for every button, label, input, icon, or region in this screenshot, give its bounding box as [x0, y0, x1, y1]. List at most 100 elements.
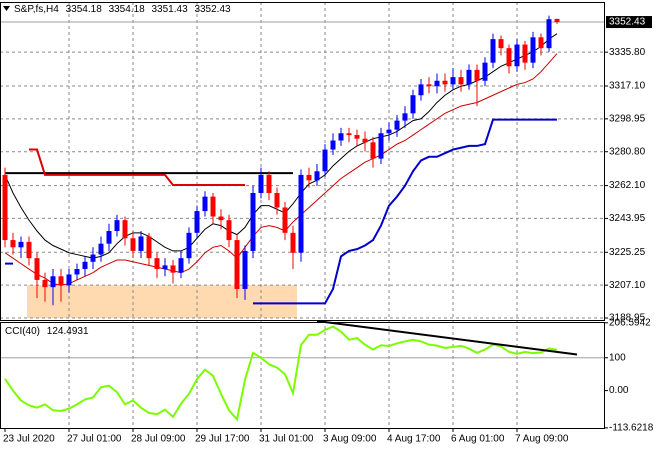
candle-body	[402, 113, 408, 121]
candle-body	[394, 120, 400, 130]
candle-body	[410, 95, 416, 114]
x-tick-label: 6 Aug 01:00	[451, 434, 505, 445]
candle-body	[338, 133, 344, 141]
candle-body	[330, 140, 336, 150]
candle-body	[474, 69, 480, 81]
y-tick-label: 3243.95	[609, 213, 646, 224]
x-tick-label: 29 Jul 17:00	[195, 434, 250, 445]
candle-body	[346, 133, 352, 136]
candle-body	[282, 207, 288, 233]
candle-body	[354, 135, 360, 139]
y-tick-label: 3317.10	[609, 81, 646, 92]
candle-body	[434, 80, 440, 87]
cci-header: CCI(40) 124.4931	[5, 326, 89, 337]
marks-layer	[2, 15, 578, 422]
candle-body	[266, 174, 272, 193]
header-low: 3351.43	[152, 4, 189, 15]
candle-body	[42, 279, 48, 288]
indicator-line	[29, 148, 245, 187]
candle-body	[186, 232, 192, 259]
candle-body	[298, 174, 304, 253]
candle-body	[122, 220, 128, 239]
cci-current: 124.4931	[47, 326, 89, 337]
y-tick-label: 3225.25	[609, 247, 646, 258]
header-close: 3352.43	[194, 4, 231, 15]
candle-body	[146, 236, 152, 259]
cci-panel-border	[0, 322, 605, 429]
x-tick-label: 23 Jul 2020	[3, 434, 55, 445]
candle-body	[50, 276, 56, 288]
candle-body	[74, 269, 80, 275]
candle-body	[162, 265, 168, 270]
candle-body	[202, 196, 208, 212]
candle-body	[314, 171, 320, 181]
candle-body	[242, 250, 248, 289]
candle-body	[442, 80, 448, 85]
x-tick-label: 27 Jul 01:00	[67, 434, 122, 445]
candle-body	[138, 236, 144, 251]
price-zone	[27, 285, 297, 319]
symbol-header: S&P,fs,H4 3354.18 3354.18 3351.43 3352.4…	[14, 4, 231, 15]
candle-body	[106, 231, 112, 244]
candle-body	[370, 142, 376, 159]
candle-body	[490, 39, 496, 63]
candle-body	[458, 77, 464, 85]
x-tick-label: 28 Jul 09:00	[131, 434, 186, 445]
zone-layer	[27, 285, 297, 319]
candle-body	[194, 211, 200, 233]
candle-body	[90, 254, 96, 262]
candle-body	[498, 39, 504, 49]
y-tick-label: 3262.10	[609, 180, 646, 191]
y-tick-label: 3207.10	[609, 280, 646, 291]
header-high: 3354.18	[109, 4, 146, 15]
y-tick-label: -113.6218	[609, 423, 654, 434]
trendline	[316, 320, 578, 356]
candle-body	[546, 19, 552, 49]
candle-body	[538, 37, 544, 49]
candle-body	[82, 261, 88, 270]
candle-body	[58, 276, 64, 286]
main-panel-border	[0, 2, 605, 321]
y-tick-label: 3280.80	[609, 146, 646, 157]
candle-body	[18, 241, 24, 248]
current-price-box	[606, 16, 652, 29]
y-tick-label: 100	[609, 352, 626, 363]
menu-triangle[interactable]	[3, 6, 10, 11]
candle-body	[482, 62, 488, 81]
cci-line	[4, 325, 558, 422]
candle-body	[130, 238, 136, 251]
candle-body	[306, 174, 312, 181]
indicator-line	[4, 33, 558, 259]
y-tick-label: 3335.80	[609, 47, 646, 58]
candle-body	[426, 84, 432, 87]
candle-body	[178, 258, 184, 273]
candle-body	[226, 220, 232, 241]
y-tick-label: 3188.95	[609, 313, 646, 324]
candle-body	[418, 84, 424, 96]
candle-body	[234, 240, 240, 289]
candle-body	[466, 69, 472, 85]
y-tick-label: 206.5942	[609, 317, 651, 328]
candle-body	[522, 44, 528, 63]
x-tick-label: 31 Jul 01:00	[259, 434, 314, 445]
x-tick-label: 7 Aug 09:00	[515, 434, 569, 445]
candle-body	[218, 216, 224, 221]
candle-body	[554, 18, 560, 23]
candle-body	[258, 174, 264, 193]
candle-body	[506, 48, 512, 67]
y-tick-label: 0.00	[609, 385, 629, 396]
candle-body	[66, 274, 72, 286]
candle-body	[210, 196, 216, 217]
candle-body	[34, 258, 40, 280]
candle-body	[250, 192, 256, 251]
candle-body	[530, 37, 536, 63]
candle-body	[274, 192, 280, 208]
candle-body	[154, 258, 160, 270]
candle-body	[450, 77, 456, 85]
current-price-label: 3352.43	[609, 17, 646, 28]
candle-body	[386, 129, 392, 134]
candle-body	[290, 232, 296, 253]
candle-body	[98, 243, 104, 255]
